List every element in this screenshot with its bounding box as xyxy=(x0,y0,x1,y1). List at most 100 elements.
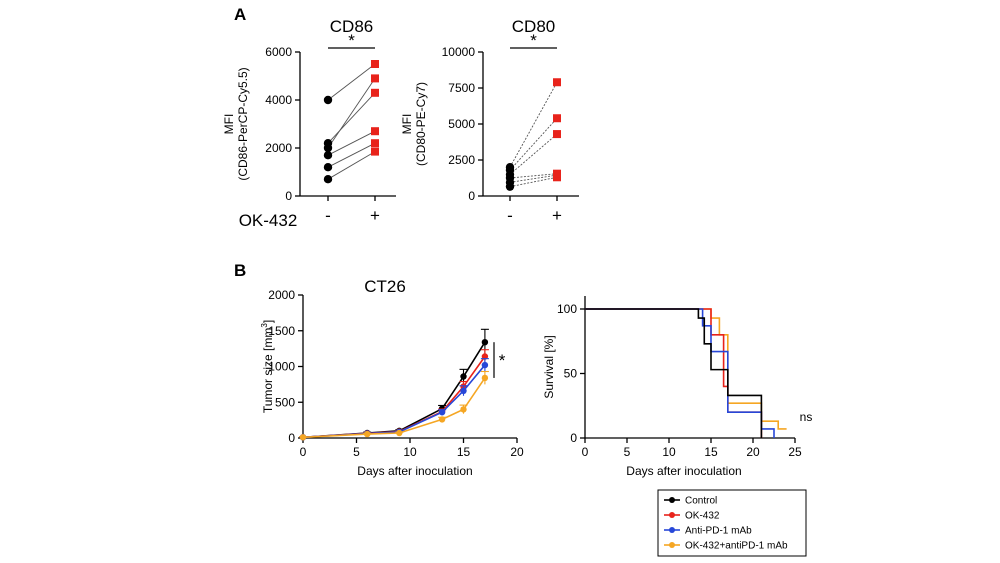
legend-marker xyxy=(669,512,675,518)
data-point xyxy=(396,429,403,437)
tumor-growth-chart: 0 500 1000 1500 2000 0 5 10 15 20 Days after inocu… xyxy=(260,277,524,478)
y-tick-label: 0 xyxy=(285,189,292,203)
panel-a-label: A xyxy=(234,5,246,24)
legend-marker xyxy=(669,497,675,503)
y-axis-label-main: Tumor size [mm xyxy=(261,328,275,414)
y-axis-label: (CD80-PE-Cy7) xyxy=(414,82,428,166)
treated-point xyxy=(371,147,379,156)
untreated-point xyxy=(323,95,333,105)
x-tick-label: 20 xyxy=(510,445,524,459)
treated-point xyxy=(553,130,561,139)
y-axis-label-end: ] xyxy=(261,320,275,323)
pair-line xyxy=(509,82,558,168)
x-tick-label: 20 xyxy=(746,445,760,459)
data-point xyxy=(438,416,446,423)
x-tick-label: 25 xyxy=(788,445,802,459)
treated-point xyxy=(553,169,561,178)
x-tick-label: 0 xyxy=(582,445,589,459)
y-tick-label: 50 xyxy=(564,367,578,381)
treated-point xyxy=(371,127,379,136)
data-point xyxy=(481,374,489,382)
legend-marker xyxy=(669,527,675,533)
survival-curve xyxy=(585,308,763,438)
x-category-label: - xyxy=(325,206,331,225)
pair-line xyxy=(509,176,558,188)
x-axis-label: Days after inoculation xyxy=(357,464,472,478)
x-tick-label: 10 xyxy=(403,445,417,459)
y-tick-label: 2000 xyxy=(265,141,292,155)
chart-title: CD86 xyxy=(330,17,373,36)
pair-line xyxy=(509,117,558,171)
pair-line xyxy=(327,130,376,156)
ns-annotation: ns xyxy=(800,410,813,424)
pair-line xyxy=(327,78,376,149)
survival-curve xyxy=(585,308,775,438)
y-tick-label: 2000 xyxy=(268,288,295,302)
cd80-chart: 0 2500 5000 7500 10000 CD80 MFI (CD80-PE-Cy7) * -… xyxy=(400,17,579,225)
treated-point xyxy=(371,74,379,83)
data-point xyxy=(299,434,307,441)
x-tick-label: 5 xyxy=(353,445,360,459)
data-point xyxy=(481,361,489,369)
survival-curve xyxy=(585,308,787,430)
survival-curve xyxy=(585,308,763,438)
y-tick-label: 10000 xyxy=(442,45,476,59)
significance-star: * xyxy=(348,31,355,50)
x-tick-label: 15 xyxy=(704,445,718,459)
y-tick-label: 2500 xyxy=(448,153,475,167)
y-axis-label: MFI xyxy=(400,114,414,135)
treated-point xyxy=(371,88,379,97)
legend-marker xyxy=(669,542,675,548)
untreated-point xyxy=(323,143,333,153)
significance-star: * xyxy=(499,351,506,370)
y-axis-label-sup: 3 xyxy=(260,323,269,328)
pair-line xyxy=(509,174,558,183)
data-point xyxy=(460,373,467,380)
treated-point xyxy=(553,78,561,87)
survival-chart: 0 50 100 0 5 10 15 20 25 Days after inoculation Su… xyxy=(542,296,812,478)
series-line xyxy=(302,341,486,439)
untreated-point xyxy=(323,163,333,172)
untreated-point xyxy=(505,163,515,172)
legend-label: Anti-PD-1 mAb xyxy=(685,526,752,537)
y-axis-label: Survival [%] xyxy=(542,335,556,398)
panel-b-label: B xyxy=(234,261,246,280)
pair-line xyxy=(327,142,376,168)
x-category-label: - xyxy=(507,206,513,225)
y-tick-label: 0 xyxy=(288,431,295,445)
y-tick-label: 4000 xyxy=(265,93,292,107)
legend-label: Control xyxy=(685,496,717,507)
series-line xyxy=(302,364,486,439)
y-tick-label: 1000 xyxy=(268,360,295,374)
y-tick-label: 6000 xyxy=(265,45,292,59)
treated-point xyxy=(371,139,379,148)
y-axis-label: (CD86-PerCP-Cy5.5) xyxy=(236,67,250,180)
x-tick-label: 0 xyxy=(300,445,307,459)
x-axis-label: OK-432 xyxy=(239,211,298,230)
y-tick-label: 100 xyxy=(557,302,577,316)
y-axis-label: MFI xyxy=(222,114,236,135)
data-point xyxy=(460,387,467,395)
data-point xyxy=(364,430,371,438)
x-tick-label: 15 xyxy=(457,445,471,459)
treated-point xyxy=(371,60,379,68)
y-tick-label: 5000 xyxy=(448,117,475,131)
pair-line xyxy=(327,151,376,180)
data-point xyxy=(438,409,446,416)
data-point xyxy=(460,406,467,413)
series-line xyxy=(302,377,486,439)
untreated-point xyxy=(323,175,333,184)
pair-line xyxy=(327,63,376,101)
x-tick-label: 5 xyxy=(624,445,631,459)
x-category-label: + xyxy=(552,206,562,225)
pair-line xyxy=(509,173,558,179)
untreated-point xyxy=(323,151,333,160)
y-tick-label: 1500 xyxy=(268,324,295,338)
chart-title: CD80 xyxy=(512,17,555,36)
y-axis-label: Tumor size [mm3] xyxy=(260,320,275,413)
x-tick-label: 10 xyxy=(662,445,676,459)
y-tick-label: 7500 xyxy=(448,81,475,95)
y-tick-label: 0 xyxy=(468,189,475,203)
legend: Control OK-432 Anti-PD-1 mAb OK-432+antiPD-… xyxy=(657,489,807,557)
